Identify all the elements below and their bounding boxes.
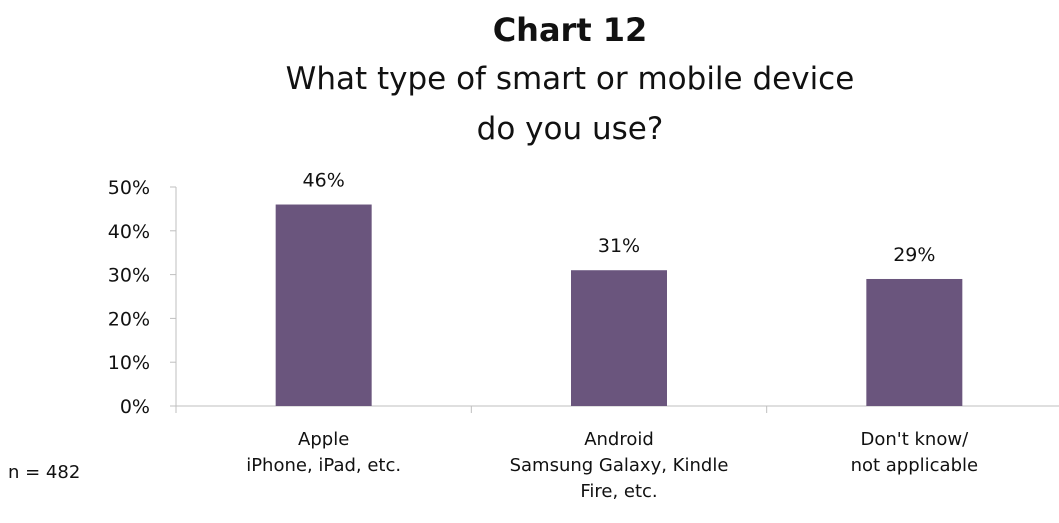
- chart-subtitle-line-1: What type of smart or mobile device: [285, 61, 855, 97]
- bar: [275, 204, 372, 406]
- y-tick-label: 0%: [120, 396, 150, 418]
- y-tick-label: 50%: [108, 177, 150, 199]
- category-label: Samsung Galaxy, Kindle: [510, 455, 729, 476]
- data-label: 46%: [303, 170, 345, 192]
- y-tick-label: 20%: [108, 308, 150, 330]
- y-tick-label: 30%: [108, 265, 150, 287]
- chart-subtitle-line-2: do you use?: [476, 111, 664, 147]
- category-label: Fire, etc.: [580, 481, 657, 502]
- chart-title: Chart 12: [492, 11, 648, 49]
- category-label: not applicable: [851, 455, 979, 476]
- data-label: 29%: [893, 244, 935, 266]
- data-label: 31%: [598, 235, 640, 257]
- category-label: iPhone, iPad, etc.: [246, 455, 401, 476]
- category-label: Android: [584, 429, 654, 450]
- y-tick-label: 10%: [108, 352, 150, 374]
- chart-title-block: Chart 12 What type of smart or mobile de…: [220, 6, 920, 154]
- sample-size-note: n = 482: [8, 462, 81, 483]
- y-tick-label: 40%: [108, 221, 150, 243]
- bar: [571, 270, 667, 406]
- category-label: Apple: [298, 429, 349, 450]
- category-label: Don't know/: [861, 429, 970, 450]
- bar: [866, 278, 963, 406]
